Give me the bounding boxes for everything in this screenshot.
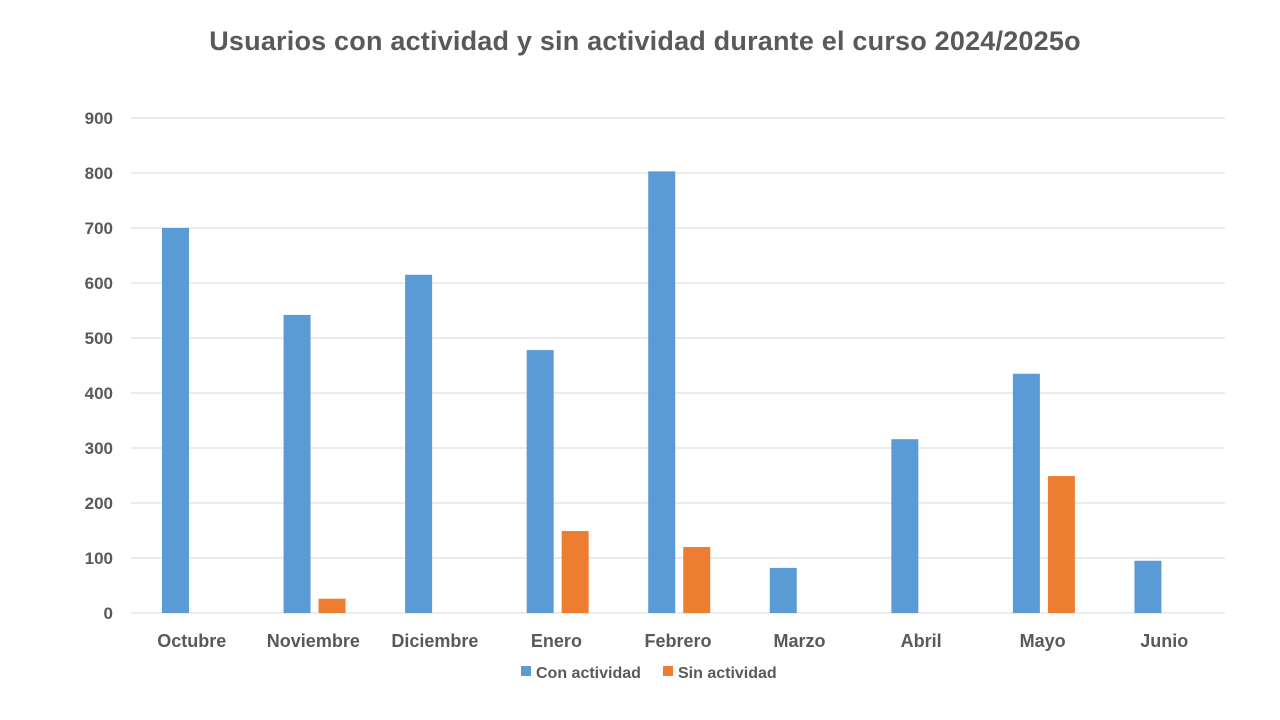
y-tick-label: 200 [85, 494, 113, 513]
y-tick-label: 300 [85, 439, 113, 458]
bar-con-actividad-mayo [1012, 373, 1040, 613]
bar-sin-actividad-noviembre [318, 598, 346, 613]
bar-sin-actividad-febrero [683, 547, 711, 613]
x-tick-label: Mayo [1020, 631, 1066, 651]
bar-con-actividad-abril [891, 439, 919, 613]
bar-sin-actividad-mayo [1047, 476, 1075, 613]
legend: Con actividad Sin actividad [521, 665, 777, 682]
bar-con-actividad-diciembre [405, 274, 433, 613]
x-axis-ticks: Octubre Noviembre Diciembre Enero Febrero Mar… [157, 631, 1188, 651]
bars [162, 171, 1162, 613]
x-tick-label: Enero [531, 631, 582, 651]
x-tick-label: Febrero [644, 631, 711, 651]
legend-label: Con actividad [536, 665, 641, 682]
bar-con-actividad-junio [1134, 560, 1162, 613]
x-tick-label: Marzo [774, 631, 826, 651]
x-tick-label: Junio [1140, 631, 1188, 651]
y-tick-label: 400 [85, 384, 113, 403]
x-tick-label: Octubre [157, 631, 226, 651]
y-tick-label: 800 [85, 164, 113, 183]
bar-con-actividad-febrero [648, 171, 676, 613]
gridlines [131, 117, 1225, 614]
bar-sin-actividad-enero [561, 531, 589, 613]
bar-con-actividad-noviembre [283, 314, 311, 613]
y-tick-label: 700 [85, 219, 113, 238]
y-tick-label: 600 [85, 274, 113, 293]
y-tick-label: 500 [85, 329, 113, 348]
bar-con-actividad-enero [526, 350, 554, 613]
y-tick-label: 100 [85, 549, 113, 568]
chart-title: Usuarios con actividad y sin actividad d… [209, 26, 1081, 56]
legend-swatch [663, 666, 673, 676]
x-tick-label: Abril [901, 631, 942, 651]
x-tick-label: Diciembre [391, 631, 478, 651]
x-tick-label: Noviembre [267, 631, 360, 651]
y-tick-label: 0 [104, 604, 113, 623]
y-axis-ticks: 0 100 200 300 400 500 600 700 800 900 [85, 109, 113, 623]
legend-swatch [521, 666, 531, 676]
bar-con-actividad-octubre [162, 228, 189, 613]
legend-label: Sin actividad [678, 665, 777, 682]
bar-con-actividad-marzo [769, 567, 797, 613]
y-tick-label: 900 [85, 109, 113, 128]
